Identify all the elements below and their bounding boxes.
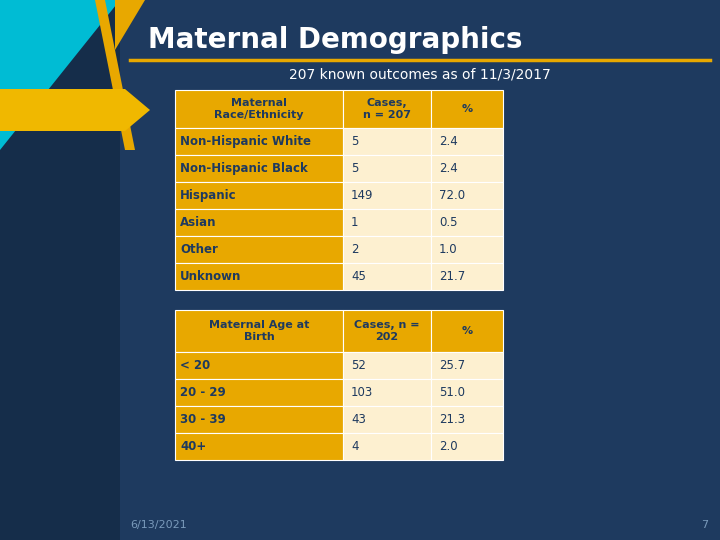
Polygon shape — [0, 89, 150, 131]
Text: 72.0: 72.0 — [439, 189, 465, 202]
Text: 2.0: 2.0 — [439, 440, 458, 453]
Bar — [343, 90, 431, 128]
Bar — [343, 236, 431, 263]
Text: 25.7: 25.7 — [439, 359, 465, 372]
Text: Cases, n =
202: Cases, n = 202 — [354, 320, 420, 342]
Text: Asian: Asian — [180, 216, 217, 229]
Bar — [343, 310, 431, 352]
Text: 21.7: 21.7 — [439, 270, 465, 283]
Text: 149: 149 — [351, 189, 374, 202]
Text: %: % — [462, 326, 472, 336]
Text: 52: 52 — [351, 359, 366, 372]
Text: 43: 43 — [351, 413, 366, 426]
Bar — [431, 155, 503, 182]
Text: 103: 103 — [351, 386, 373, 399]
Bar — [175, 209, 343, 236]
Text: 1: 1 — [351, 216, 359, 229]
Text: %: % — [462, 104, 472, 114]
Bar — [431, 209, 503, 236]
Text: 21.3: 21.3 — [439, 413, 465, 426]
Bar — [343, 379, 431, 406]
Bar — [175, 128, 343, 155]
Text: Cases,
n = 207: Cases, n = 207 — [363, 98, 411, 120]
Text: 4: 4 — [351, 440, 359, 453]
Text: Maternal Age at
Birth: Maternal Age at Birth — [209, 320, 309, 342]
Bar — [0, 0, 120, 540]
Bar — [175, 379, 343, 406]
Text: 51.0: 51.0 — [439, 386, 465, 399]
Polygon shape — [95, 0, 135, 150]
Text: 30 - 39: 30 - 39 — [180, 413, 226, 426]
Polygon shape — [115, 0, 145, 50]
Bar — [431, 263, 503, 290]
Text: 20 - 29: 20 - 29 — [180, 386, 226, 399]
Bar — [175, 155, 343, 182]
Bar — [343, 182, 431, 209]
Bar — [431, 128, 503, 155]
Bar — [431, 182, 503, 209]
Bar — [431, 236, 503, 263]
Text: 1.0: 1.0 — [439, 243, 458, 256]
Text: Non-Hispanic Black: Non-Hispanic Black — [180, 162, 307, 175]
Bar — [343, 128, 431, 155]
Bar — [175, 406, 343, 433]
Bar — [343, 263, 431, 290]
Bar — [343, 352, 431, 379]
Bar — [431, 352, 503, 379]
Text: < 20: < 20 — [180, 359, 210, 372]
Text: 5: 5 — [351, 135, 359, 148]
Text: Unknown: Unknown — [180, 270, 241, 283]
Text: 2.4: 2.4 — [439, 135, 458, 148]
Bar — [431, 379, 503, 406]
Text: 6/13/2021: 6/13/2021 — [130, 520, 186, 530]
Text: Maternal Demographics: Maternal Demographics — [148, 26, 523, 54]
Bar — [175, 263, 343, 290]
Text: Other: Other — [180, 243, 218, 256]
Bar — [431, 310, 503, 352]
Text: 5: 5 — [351, 162, 359, 175]
Bar — [431, 90, 503, 128]
Text: 40+: 40+ — [180, 440, 206, 453]
Bar — [343, 209, 431, 236]
Bar — [343, 406, 431, 433]
Bar — [175, 310, 343, 352]
Bar — [175, 182, 343, 209]
Text: 2: 2 — [351, 243, 359, 256]
Bar — [175, 433, 343, 460]
Bar — [431, 406, 503, 433]
Text: 207 known outcomes as of 11/3/2017: 207 known outcomes as of 11/3/2017 — [289, 67, 551, 81]
Text: 0.5: 0.5 — [439, 216, 457, 229]
Bar — [343, 433, 431, 460]
Text: Hispanic: Hispanic — [180, 189, 237, 202]
Text: Non-Hispanic White: Non-Hispanic White — [180, 135, 311, 148]
Bar — [431, 433, 503, 460]
Bar — [175, 90, 343, 128]
Text: 2.4: 2.4 — [439, 162, 458, 175]
Text: 7: 7 — [701, 520, 708, 530]
Bar — [175, 236, 343, 263]
Polygon shape — [0, 0, 120, 150]
Text: 45: 45 — [351, 270, 366, 283]
Text: Maternal
Race/Ethnicity: Maternal Race/Ethnicity — [215, 98, 304, 120]
Bar — [343, 155, 431, 182]
Bar — [175, 352, 343, 379]
